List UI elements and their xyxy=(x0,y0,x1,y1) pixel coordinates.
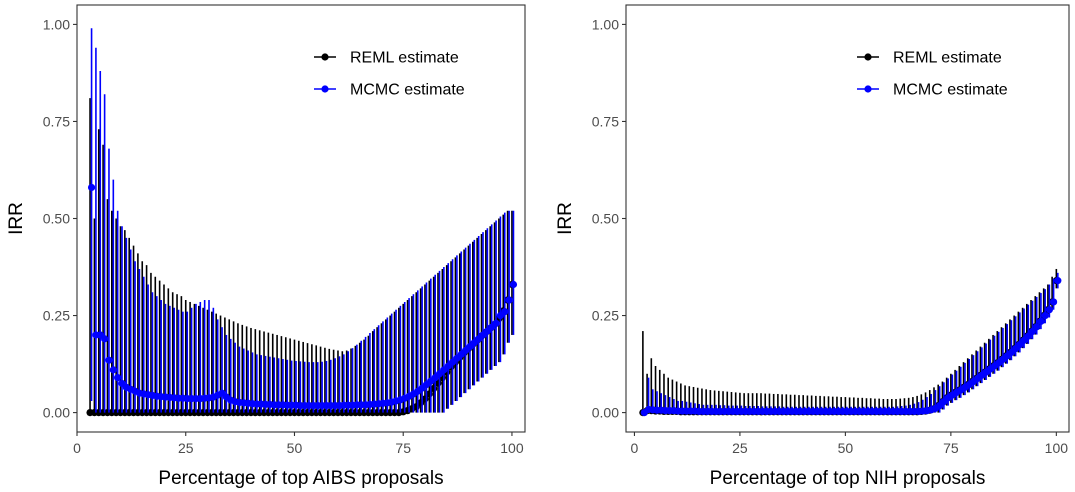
x-tick-label: 100 xyxy=(1045,440,1069,456)
data-point xyxy=(1041,311,1049,320)
data-point xyxy=(1045,306,1053,314)
legend: REML estimate MCMC estimate xyxy=(857,50,1008,99)
data-point xyxy=(1037,317,1045,325)
data-point xyxy=(1024,332,1032,340)
legend-label: REML estimate xyxy=(350,50,459,67)
data-point xyxy=(1028,327,1037,336)
legend-key-point xyxy=(321,53,329,61)
x-tick-label: 50 xyxy=(287,440,303,456)
panel-background xyxy=(626,5,1069,432)
x-tick-label: 75 xyxy=(943,440,959,456)
x-tick-label: 100 xyxy=(500,440,524,456)
series-mcmc xyxy=(87,28,518,413)
chart-panel-aibs: 0.00 0.25 0.50 0.75 1.00 0 25 50 75 100 Percentage… xyxy=(6,4,526,489)
y-tick-label: 0.75 xyxy=(592,113,619,129)
y-tick-label: 0.50 xyxy=(592,211,619,227)
legend-key-point xyxy=(321,85,329,93)
x-tick-label: 25 xyxy=(732,440,748,456)
data-point xyxy=(101,335,109,343)
data-point xyxy=(501,308,509,316)
y-axis-title: IRR xyxy=(6,202,27,235)
legend-label: REML estimate xyxy=(893,50,1002,67)
data-point xyxy=(505,296,513,304)
x-tick-label: 50 xyxy=(838,440,854,456)
legend-item: REML estimate xyxy=(314,50,459,67)
x-tick-label: 0 xyxy=(73,440,81,456)
x-tick-label: 25 xyxy=(178,440,194,456)
y-tick-label: 0.50 xyxy=(43,211,70,227)
x-tick-label: 0 xyxy=(631,440,639,456)
legend-item: REML estimate xyxy=(857,50,1002,67)
data-point xyxy=(1033,323,1041,331)
data-point xyxy=(492,319,500,327)
y-tick-label: 0.25 xyxy=(43,308,70,324)
data-point xyxy=(1050,298,1058,306)
data-point xyxy=(109,366,117,374)
legend-key-point xyxy=(864,85,872,93)
x-axis-title: Percentage of top AIBS proposals xyxy=(158,468,443,489)
data-point xyxy=(509,280,518,289)
data-point xyxy=(87,183,96,192)
y-tick-label: 0.75 xyxy=(43,113,70,129)
legend-key-point xyxy=(864,53,872,61)
data-point xyxy=(105,356,113,364)
legend-label: MCMC estimate xyxy=(893,82,1008,99)
legend-item: MCMC estimate xyxy=(857,82,1008,99)
series-mcmc xyxy=(640,272,1062,417)
x-axis-title: Percentage of top NIH proposals xyxy=(710,468,986,489)
legend-label: MCMC estimate xyxy=(350,82,465,99)
legend-item: MCMC estimate xyxy=(314,82,465,99)
chart-panel-nih: 0.00 0.25 0.50 0.75 1.00 0 25 50 75 100 Percentage… xyxy=(555,4,1070,489)
legend: REML estimate MCMC estimate xyxy=(314,50,465,99)
y-tick-label: 0.00 xyxy=(592,405,619,421)
data-point xyxy=(1054,277,1062,285)
y-axis-title: IRR xyxy=(555,202,576,235)
x-tick-label: 75 xyxy=(395,440,411,456)
data-point xyxy=(114,374,122,382)
y-tick-label: 0.25 xyxy=(592,308,619,324)
y-tick-label: 1.00 xyxy=(43,16,70,32)
y-tick-label: 1.00 xyxy=(592,16,619,32)
y-tick-label: 0.00 xyxy=(43,405,70,421)
